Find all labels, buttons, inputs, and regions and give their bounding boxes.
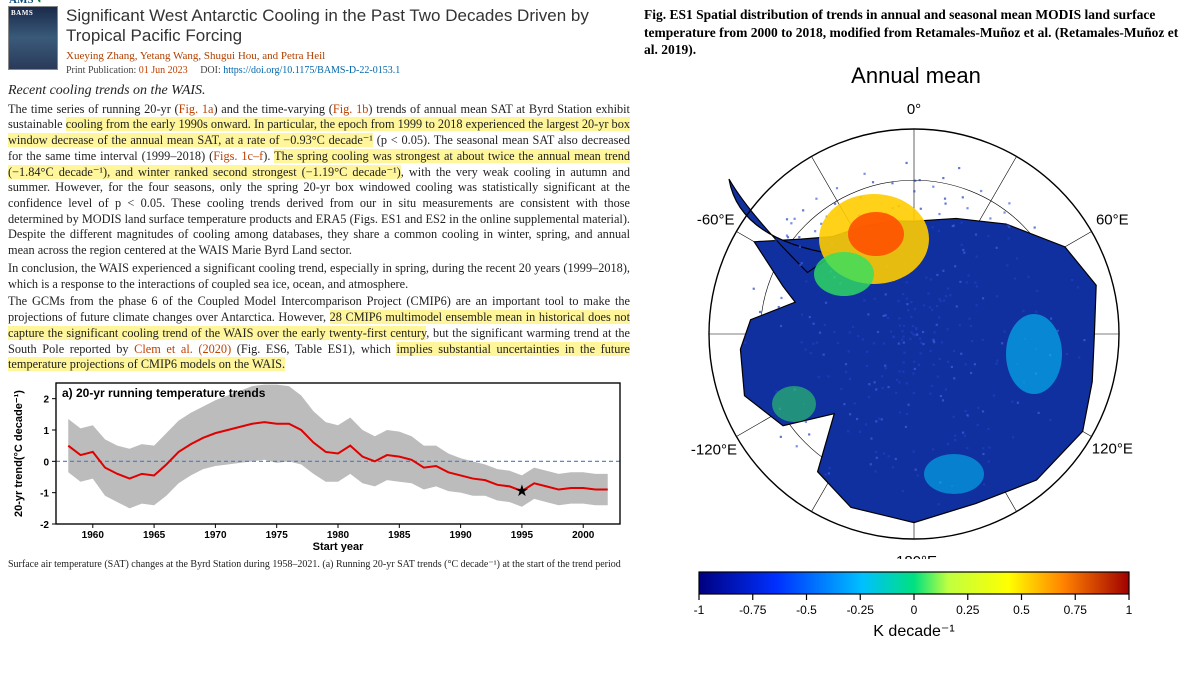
svg-text:1: 1	[1126, 603, 1133, 617]
svg-text:20-yr trend(°C decade⁻¹): 20-yr trend(°C decade⁻¹)	[13, 390, 25, 517]
fig-es1-caption: Fig. ES1 Spatial distribution of trends …	[644, 6, 1188, 59]
pub-date: 01 Jun 2023	[139, 65, 188, 76]
trend-chart-caption: Surface air temperature (SAT) changes at…	[8, 559, 630, 572]
journal-cover-thumb: BAMS	[8, 6, 58, 70]
cite-clem[interactable]: Clem et al. (2020)	[134, 342, 231, 356]
svg-text:60°E: 60°E	[1096, 211, 1129, 228]
svg-text:0.25: 0.25	[956, 603, 980, 617]
svg-text:-0.5: -0.5	[796, 603, 817, 617]
svg-text:K decade⁻¹: K decade⁻¹	[873, 623, 954, 640]
svg-text:-1: -1	[694, 603, 705, 617]
svg-text:1995: 1995	[511, 530, 534, 541]
svg-text:a) 20-yr running temperature t: a) 20-yr running temperature trends	[62, 386, 266, 400]
svg-text:-2: -2	[40, 520, 49, 531]
svg-text:2000: 2000	[572, 530, 595, 541]
figref-1a[interactable]: Fig. 1a	[179, 102, 214, 116]
svg-text:1985: 1985	[388, 530, 411, 541]
doi-label: DOI:	[200, 65, 221, 76]
svg-text:-60°E: -60°E	[697, 211, 735, 228]
article-header: BAMS Significant West Antarctic Cooling …	[8, 6, 630, 78]
article-title: Significant West Antarctic Cooling in th…	[66, 6, 630, 47]
svg-text:1975: 1975	[266, 530, 289, 541]
trend-chart: ★ -2 -1 0 1 2 1960 1965 1970 1975 1980 1985 1990 1995…	[8, 377, 630, 572]
figref-1cf[interactable]: Figs. 1c–f	[213, 149, 263, 163]
svg-text:-0.25: -0.25	[847, 603, 875, 617]
paragraph-2: In conclusion, the WAIS experienced a si…	[8, 261, 630, 292]
right-column: Fig. ES1 Spatial distribution of trends …	[640, 0, 1200, 692]
svg-text:2: 2	[43, 395, 49, 406]
svg-text:-120°E: -120°E	[691, 441, 737, 458]
svg-text:0: 0	[43, 457, 49, 468]
paragraph-3: The GCMs from the phase 6 of the Coupled…	[8, 294, 630, 373]
left-column: BAMS Significant West Antarctic Cooling …	[0, 0, 640, 692]
pub-row: Print Publication: 01 Jun 2023 DOI: http…	[66, 65, 630, 78]
svg-text:120°E: 120°E	[1092, 440, 1133, 457]
header-text: Significant West Antarctic Cooling in th…	[66, 6, 630, 78]
svg-text:0°: 0°	[907, 101, 921, 118]
svg-text:-180°E: -180°E	[891, 553, 937, 559]
trend-chart-svg: ★ -2 -1 0 1 2 1960 1965 1970 1975 1980 1985 1990 1995…	[8, 377, 628, 552]
svg-text:1990: 1990	[449, 530, 472, 541]
svg-text:1: 1	[43, 426, 49, 437]
section-heading: Recent cooling trends on the WAIS.	[8, 82, 630, 100]
figref-1b[interactable]: Fig. 1b	[333, 102, 369, 116]
svg-text:0.75: 0.75	[1064, 603, 1088, 617]
svg-text:Start year: Start year	[313, 541, 364, 552]
svg-text:1970: 1970	[204, 530, 227, 541]
article-authors: Xueying Zhang, Yetang Wang, Shugui Hou, …	[66, 49, 630, 63]
cover-label: BAMS	[11, 9, 33, 18]
svg-text:1960: 1960	[82, 530, 105, 541]
pub-label: Print Publication:	[66, 65, 136, 76]
p1-b: ) and the time-varying (	[213, 102, 332, 116]
svg-text:★: ★	[515, 483, 529, 500]
page: BAMS Significant West Antarctic Cooling …	[0, 0, 1200, 692]
antarctica-map-svg: 0° 60°E 120°E -180°E -120°E -60°E	[644, 89, 1184, 559]
p1-a: The time series of running 20-yr (	[8, 102, 179, 116]
p3-c: (Fig. ES6, Table ES1), which	[231, 342, 396, 356]
map-subtitle: Annual mean	[644, 63, 1188, 89]
svg-text:0.5: 0.5	[1013, 603, 1030, 617]
p1-e: ).	[263, 149, 274, 163]
paragraph-1: The time series of running 20-yr (Fig. 1…	[8, 102, 630, 259]
doi-link[interactable]: https://doi.org/10.1175/BAMS-D-22-0153.1	[223, 65, 400, 76]
colorbar-svg: -1 -0.75 -0.5 -0.25 0 0.25 0.5 0.75 1 K decade⁻¹	[644, 564, 1184, 644]
svg-text:1965: 1965	[143, 530, 166, 541]
svg-text:1980: 1980	[327, 530, 350, 541]
svg-text:0: 0	[911, 603, 918, 617]
svg-text:-1: -1	[40, 489, 49, 500]
svg-text:-0.75: -0.75	[739, 603, 767, 617]
